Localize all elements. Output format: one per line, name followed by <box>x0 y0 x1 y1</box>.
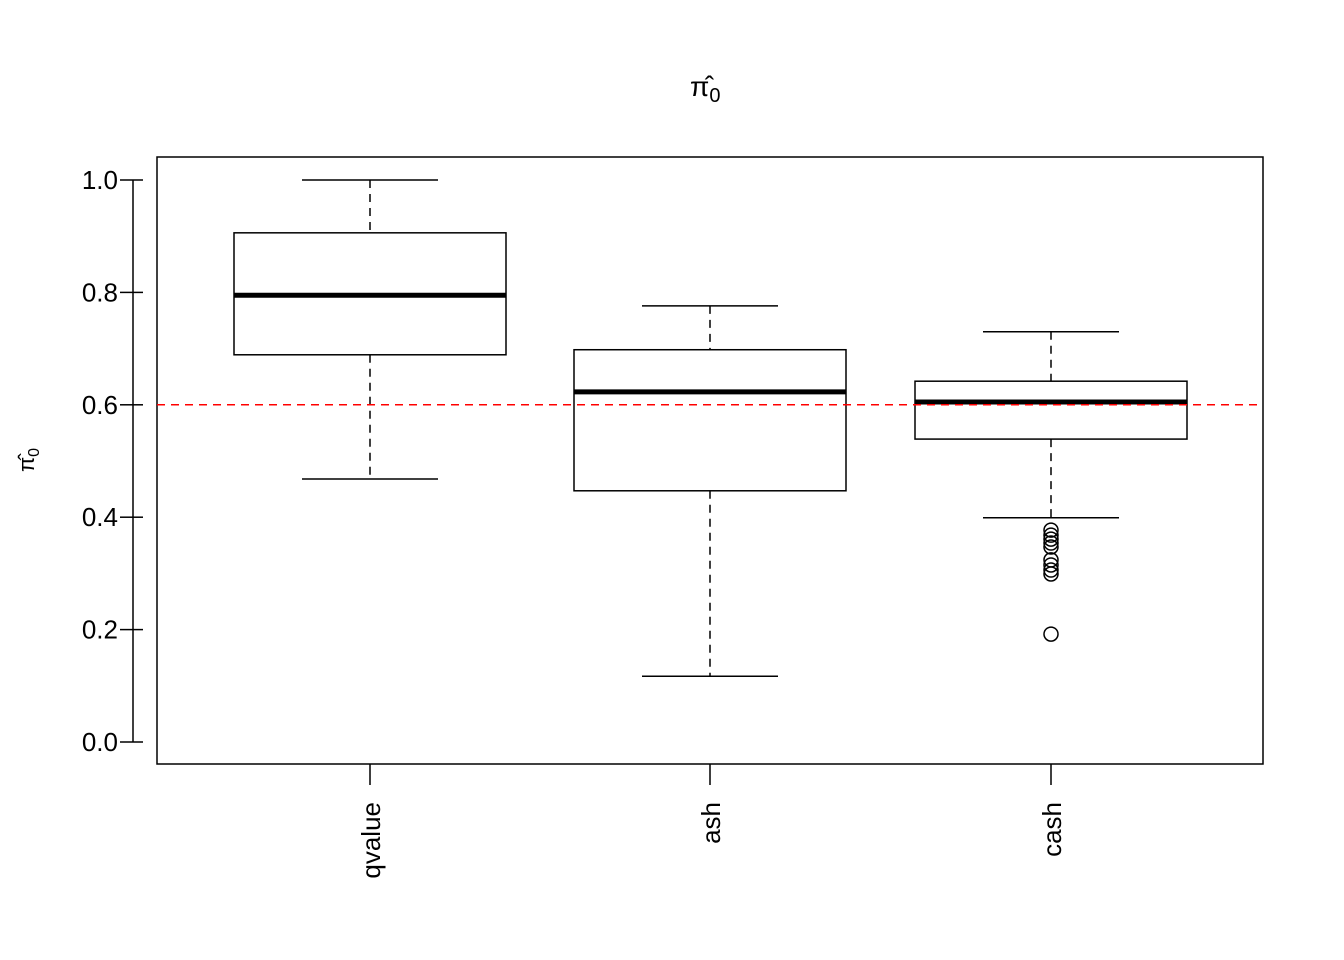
outlier-point <box>1043 522 1059 538</box>
x-tick-label: ash <box>696 802 726 844</box>
outlier-point <box>1043 531 1059 547</box>
chart-title: π̂0 <box>690 71 720 107</box>
outlier-point <box>1043 527 1059 543</box>
outlier-point <box>1043 535 1059 551</box>
y-tick-label: 0.2 <box>82 615 118 645</box>
y-tick-label: 0.6 <box>82 390 118 420</box>
outlier-point <box>1043 562 1059 578</box>
outlier-point <box>1043 539 1059 555</box>
svg-text:π̂0: π̂0 <box>14 448 43 472</box>
y-tick-label: 0.0 <box>82 727 118 757</box>
outlier-point <box>1043 557 1059 573</box>
box-ash <box>573 348 847 492</box>
outlier-point <box>1043 566 1059 582</box>
y-tick-label: 0.4 <box>82 502 118 532</box>
outlier-point <box>1043 626 1059 642</box>
x-tick-label: cash <box>1037 802 1067 857</box>
y-axis-label: π̂0 <box>14 448 43 472</box>
box-cash <box>914 380 1188 440</box>
y-tick-label: 0.8 <box>82 277 118 307</box>
x-tick-label: qvalue <box>356 802 386 879</box>
y-tick-label: 1.0 <box>82 165 118 195</box>
